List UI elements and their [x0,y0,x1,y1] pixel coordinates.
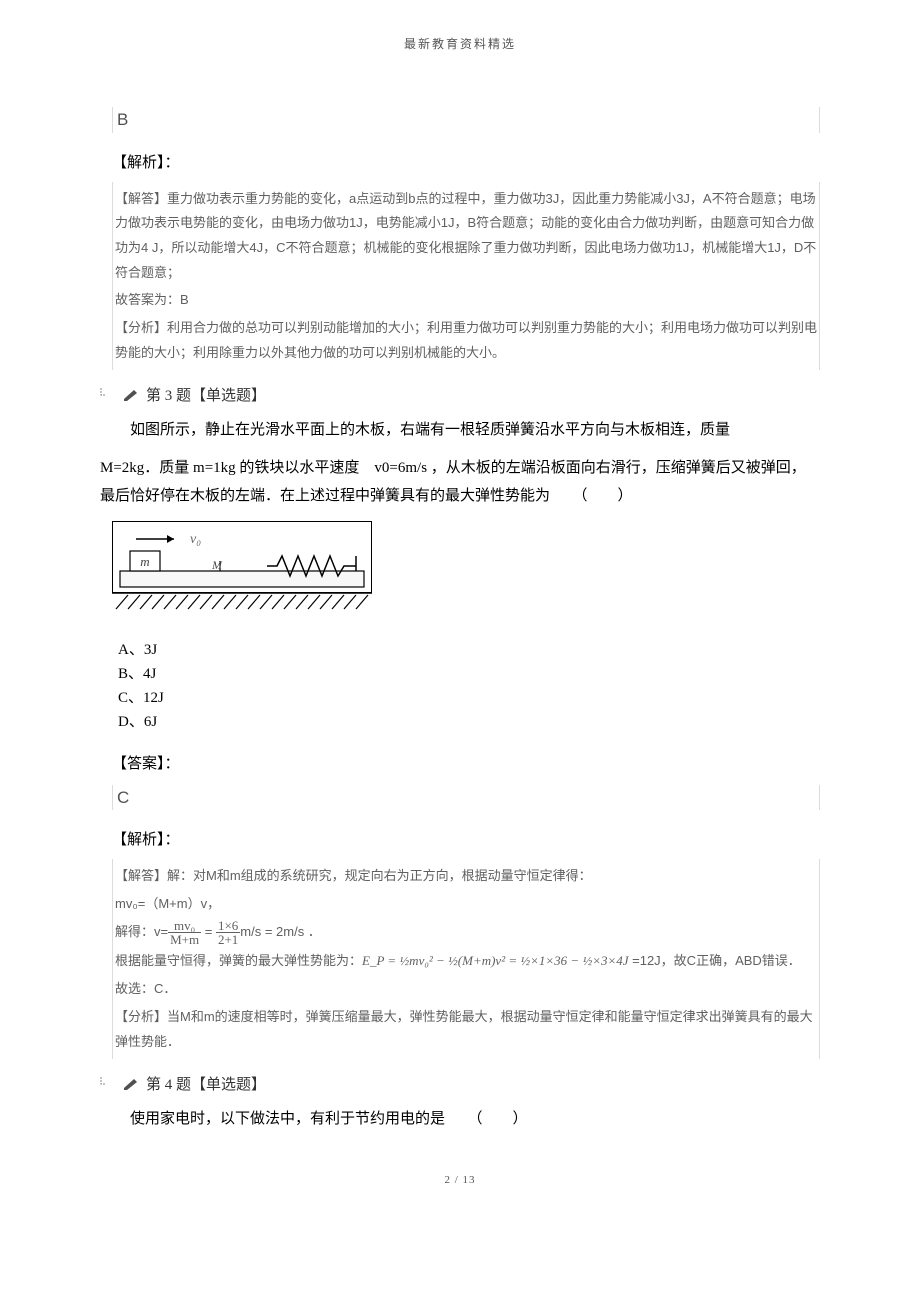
q3-answer-letter: C [112,785,820,811]
q3-l3-frac2: 1×6 2+1 [216,919,240,946]
q3-l3-d: = [201,924,216,939]
q3-explain-l4: 根据能量守恒得，弹簧的最大弹性势能为：E_P = ½mv₀² − ½(M+m)v… [115,949,817,974]
q3-explain-l5: 故选：C． [115,977,817,1002]
q3-answer-label: 【答案】： [112,752,820,773]
prev-explain-box: 【解答】重力做功表示重力势能的变化，a点运动到b点的过程中，重力做功3J，因此重… [112,182,820,371]
q3-l3-frac1: mv₀ M+m [168,919,201,946]
q3-l4-c: =12J，故C正确，ABD错误． [629,953,801,968]
q3-explain-l6: 【分析】当M和m的速度相等时，弹簧压缩量最大，弹性势能最大，根据动量守恒定律和能… [115,1005,817,1054]
q4-heading-row: 第 4 题【单选题】 [100,1073,820,1094]
q3-option-c: C、12J [118,686,820,710]
q3-explain-l1: 【解答】解：对M和m组成的系统研究，规定向右为正方向，根据动量守恒定律得： [115,864,817,889]
q3-options: A、3J B、4J C、12J D、6J [118,638,820,734]
q3-explain-l2: mv₀=（M+m）v， [115,892,817,917]
q3-l4-b: E_P = ½mv₀² − ½(M+m)v² = ½×1×36 − ½×3×4J [362,953,629,968]
q3-explain-l3: 解得：v= mv₀ M+m = 1×6 2+1 m/s = 2m/s ． [115,919,817,946]
q3-l3-a: 解得：v= [115,924,168,939]
q3-heading-text: 第 3 题【单选题】 [146,384,266,405]
prev-analysis-label: 【解析】： [112,151,820,172]
tree-branch-icon [100,1077,116,1091]
q3-l4-a: 根据能量守恒得，弹簧的最大弹性势能为： [115,953,362,968]
prev-explain-ans: 故答案为：B [115,288,817,313]
q3-heading-row: 第 3 题【单选题】 [100,384,820,405]
q3-analysis-label: 【解析】： [112,828,820,849]
page-container: 最新教育资料精选 B 【解析】： 【解答】重力做功表示重力势能的变化，a点运动到… [0,0,920,1216]
svg-text:m: m [140,554,149,569]
q3-l3-g: m/s = 2m/s ． [240,924,321,939]
prev-explain-main: 【解答】重力做功表示重力势能的变化，a点运动到b点的过程中，重力做功3J，因此重… [115,187,817,286]
q3-figure: m v₀ M [112,521,372,618]
q3-explain-box: 【解答】解：对M和m组成的系统研究，规定向右为正方向，根据动量守恒定律得： mv… [112,859,820,1059]
tree-branch-icon [100,388,116,402]
q3-body-line1: 如图所示，静止在光滑水平面上的木板，右端有一根轻质弹簧沿水平方向与木板相连，质量 [100,417,820,445]
q3-option-b: B、4J [118,662,820,686]
q4-body: 使用家电时，以下做法中，有利于节约用电的是 （ ） [100,1106,820,1134]
pencil-icon [122,1077,140,1091]
prev-answer-letter: B [112,107,820,133]
q3-body-line2: M=2kg．质量 m=1kg 的铁块以水平速度 v0=6m/s ，从木板的左端沿… [100,455,820,511]
q4-heading-text: 第 4 题【单选题】 [146,1073,266,1094]
pencil-icon [122,388,140,402]
svg-text:v₀: v₀ [190,532,201,547]
page-header: 最新教育资料精选 [100,35,820,52]
q3-option-d: D、6J [118,710,820,734]
svg-text:M: M [211,558,223,572]
q3-option-a: A、3J [118,638,820,662]
prev-explain-hint: 【分析】利用合力做的总功可以判别动能增加的大小；利用重力做功可以判别重力势能的大… [115,316,817,365]
page-footer: 2 / 13 [100,1174,820,1186]
